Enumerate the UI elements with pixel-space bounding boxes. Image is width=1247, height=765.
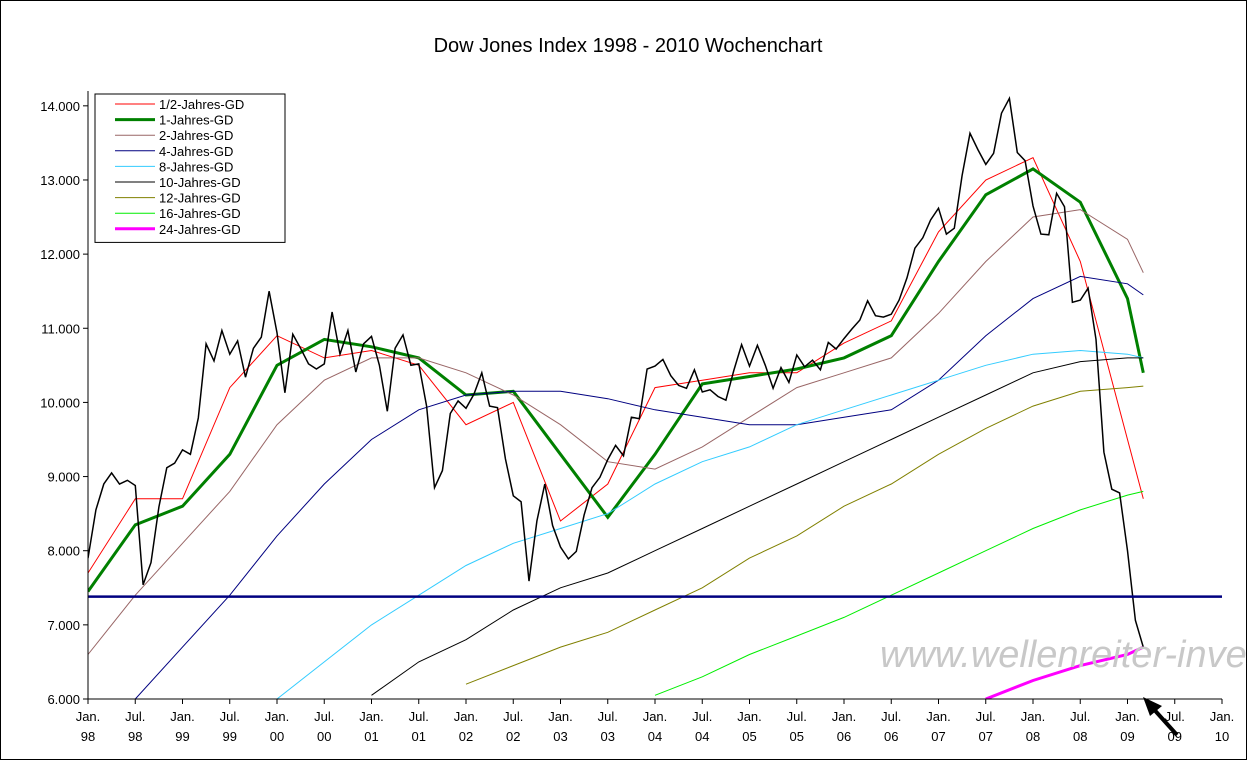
x-tick-label: Jan. 03 <box>548 709 573 744</box>
plot-area <box>88 96 1222 699</box>
x-tick-label: Jul. 05 <box>787 709 807 744</box>
y-tick-label: 14.000 <box>40 99 80 114</box>
moving-average-line <box>88 157 1144 574</box>
moving-average-line <box>134 275 1144 699</box>
x-tick-label: Jul. 09 <box>1165 709 1185 744</box>
watermark: www.wellenreiter-invest.de <box>880 634 1247 676</box>
y-tick-label: 12.000 <box>40 247 80 262</box>
legend-label: 16-Jahres-GD <box>159 206 241 221</box>
moving-average-line <box>465 385 1144 685</box>
chart-title: Dow Jones Index 1998 - 2010 Wochenchart <box>434 35 823 57</box>
x-tick-label: Jan. 10 <box>1210 709 1235 744</box>
x-tick-label: Jan. 01 <box>359 709 384 744</box>
arrow-head <box>1143 697 1162 716</box>
x-tick-label: Jul. 07 <box>976 709 996 744</box>
legend-label: 8-Jahres-GD <box>159 159 233 174</box>
y-tick-label: 8.000 <box>47 544 80 559</box>
x-tick-label: Jan. 07 <box>926 709 951 744</box>
legend-label: 12-Jahres-GD <box>159 191 241 206</box>
moving-average-line <box>371 357 1144 696</box>
y-tick-label: 13.000 <box>40 173 80 188</box>
x-tick-label: Jul. 01 <box>409 709 429 744</box>
x-tick-label: Jul. 98 <box>125 709 145 744</box>
legend-label: 1/2-Jahres-GD <box>159 97 244 112</box>
moving-average-line <box>654 490 1144 696</box>
moving-average-line <box>88 209 1144 655</box>
x-tick-label: Jan. 06 <box>832 709 857 744</box>
legend-label: 2-Jahres-GD <box>159 128 233 143</box>
x-tick-label: Jan. 09 <box>1115 709 1140 744</box>
legend-label: 10-Jahres-GD <box>159 175 241 190</box>
x-tick-label: Jul. 99 <box>220 709 240 744</box>
x-tick-label: Jul. 06 <box>881 709 901 744</box>
x-tick-label: Jul. 08 <box>1070 709 1090 744</box>
moving-average-line <box>276 349 1144 699</box>
x-tick-label: Jul. 00 <box>314 709 334 744</box>
x-tick-label: Jul. 02 <box>503 709 523 744</box>
y-tick-label: 9.000 <box>47 470 80 485</box>
y-tick-label: 6.000 <box>47 692 80 707</box>
x-tick-label: Jan. 04 <box>643 709 668 744</box>
x-tick-label: Jan. 02 <box>454 709 479 744</box>
legend-label: 4-Jahres-GD <box>159 144 233 159</box>
y-tick-label: 7.000 <box>47 618 80 633</box>
y-tick-label: 10.000 <box>40 395 80 410</box>
price-line <box>88 96 1145 648</box>
x-tick-label: Jul. 04 <box>692 709 712 744</box>
x-tick-label: Jul. 03 <box>598 709 618 744</box>
x-tick-label: Jan. 05 <box>737 709 762 744</box>
moving-average-line <box>985 645 1144 699</box>
x-tick-label: Jan. 98 <box>76 709 101 744</box>
x-tick-label: Jan. 00 <box>265 709 290 744</box>
x-tick-label: Jan. 99 <box>170 709 195 744</box>
x-tick-label: Jan. 08 <box>1021 709 1046 744</box>
legend-label: 24-Jahres-GD <box>159 222 241 237</box>
legend: 1/2-Jahres-GD1-Jahres-GD2-Jahres-GD4-Jah… <box>94 93 286 243</box>
y-tick-label: 11.000 <box>41 321 80 336</box>
legend-label: 1-Jahres-GD <box>159 113 233 128</box>
moving-average-line <box>88 167 1145 593</box>
